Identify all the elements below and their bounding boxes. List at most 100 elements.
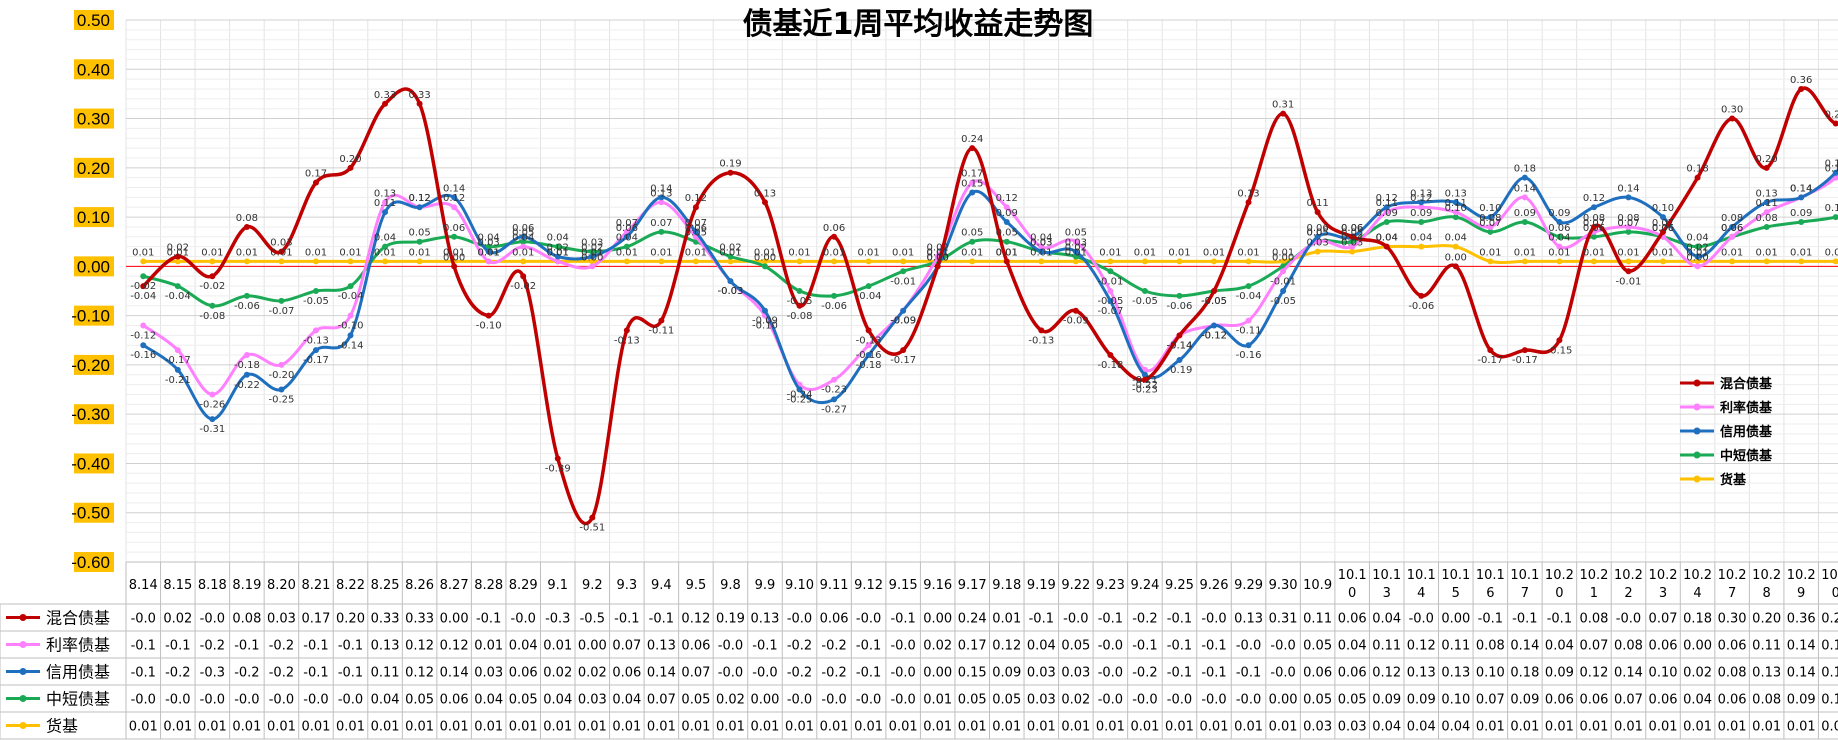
table-cell: 0.01 bbox=[751, 720, 780, 735]
category-label: 8.22 bbox=[336, 578, 365, 593]
table-cell: -0.0 bbox=[1167, 693, 1192, 708]
y-tick-label: -0.40 bbox=[71, 454, 110, 473]
category-label-line2: 2 bbox=[1624, 586, 1632, 601]
table-cell: 0.06 bbox=[1303, 666, 1332, 681]
data-point bbox=[1072, 307, 1079, 314]
data-point bbox=[278, 297, 285, 304]
category-label: 10.2 bbox=[1718, 568, 1747, 583]
table-cell: 0.01 bbox=[198, 720, 227, 735]
category-label: 9.25 bbox=[1165, 578, 1194, 593]
data-point bbox=[382, 199, 389, 206]
data-point bbox=[1832, 214, 1838, 221]
table-cell: 0.01 bbox=[474, 639, 503, 654]
table-cell: 0.13 bbox=[1441, 666, 1470, 681]
table-cell: 0.12 bbox=[405, 666, 434, 681]
table-cell: 0.10 bbox=[1649, 666, 1678, 681]
table-cell: 0.04 bbox=[1372, 720, 1401, 735]
category-label: 9.17 bbox=[958, 578, 987, 593]
table-cell: 0.08 bbox=[1614, 639, 1643, 654]
table-cell: 0.20 bbox=[336, 612, 365, 627]
data-point bbox=[1556, 219, 1563, 226]
table-cell: 0.04 bbox=[1027, 639, 1056, 654]
data-point bbox=[1349, 248, 1356, 255]
table-cell: 0.02 bbox=[1683, 666, 1712, 681]
data-point bbox=[1660, 258, 1667, 265]
data-label: 0.01 bbox=[581, 247, 603, 258]
legend-marker bbox=[1693, 403, 1701, 411]
data-label: 0.00 bbox=[1272, 252, 1294, 263]
data-label: -0.02 bbox=[130, 281, 156, 292]
table-cell: -0.0 bbox=[1236, 639, 1261, 654]
data-point bbox=[485, 258, 492, 265]
data-label: -0.03 bbox=[718, 286, 744, 297]
table-cell: -0.1 bbox=[856, 639, 881, 654]
data-label: 0.00 bbox=[927, 252, 949, 263]
data-label: -0.01 bbox=[1616, 276, 1642, 287]
data-label: 0.07 bbox=[1583, 218, 1605, 229]
data-point bbox=[243, 352, 250, 359]
data-label: 0.20 bbox=[1756, 154, 1778, 165]
y-tick-label: 0.10 bbox=[77, 208, 110, 227]
data-point bbox=[520, 243, 527, 250]
category-label: 8.20 bbox=[267, 578, 296, 593]
data-label: -0.10 bbox=[752, 321, 778, 332]
series-3 bbox=[140, 168, 1838, 423]
table-cell: 0.06 bbox=[1649, 693, 1678, 708]
data-label: -0.03 bbox=[718, 286, 744, 297]
table-cell: 0.03 bbox=[267, 612, 296, 627]
table-cell: 0.00 bbox=[440, 612, 469, 627]
data-point bbox=[1660, 214, 1667, 221]
data-point bbox=[1625, 258, 1632, 265]
data-point bbox=[416, 238, 423, 245]
table-cell: -0.1 bbox=[131, 639, 156, 654]
data-point bbox=[969, 179, 976, 186]
data-label: 0.01 bbox=[1030, 247, 1052, 258]
data-point bbox=[1038, 248, 1045, 255]
data-point bbox=[347, 332, 354, 339]
table-cell: 0.00 bbox=[1441, 612, 1470, 627]
table-cell: 0.01 bbox=[1579, 720, 1608, 735]
data-label: -0.14 bbox=[1167, 340, 1193, 351]
data-label: -0.17 bbox=[303, 355, 329, 366]
data-label: 0.01 bbox=[201, 247, 223, 258]
table-cell: 0.33 bbox=[371, 612, 400, 627]
data-label: 0.09 bbox=[1376, 208, 1398, 219]
table-cell: 0.00 bbox=[578, 639, 607, 654]
table-cell: 0.13 bbox=[1407, 666, 1436, 681]
data-label: 0.06 bbox=[1341, 223, 1363, 234]
y-tick-bg bbox=[74, 10, 114, 30]
data-point bbox=[692, 258, 699, 265]
data-point bbox=[900, 258, 907, 265]
data-label: 0.12 bbox=[408, 193, 430, 204]
table-cell: 0.01 bbox=[681, 720, 710, 735]
data-label: 0.12 bbox=[1583, 193, 1605, 204]
data-point bbox=[831, 233, 838, 240]
data-point bbox=[1625, 194, 1632, 201]
category-label: 8.21 bbox=[301, 578, 330, 593]
y-tick-label: -0.50 bbox=[71, 504, 110, 523]
data-label: 0.01 bbox=[443, 247, 465, 258]
table-cell: -0.2 bbox=[269, 666, 294, 681]
table-cell: -0.2 bbox=[1132, 612, 1157, 627]
table-cell: 0.06 bbox=[440, 693, 469, 708]
data-point bbox=[623, 243, 630, 250]
table-cell: 0.06 bbox=[1718, 639, 1747, 654]
data-point bbox=[1625, 223, 1632, 230]
data-label: -0.05 bbox=[1097, 296, 1123, 307]
row-series-name: 混合债基 bbox=[46, 609, 110, 628]
data-label: 0.01 bbox=[788, 247, 810, 258]
data-point bbox=[382, 258, 389, 265]
category-label-line2: 0 bbox=[1555, 586, 1563, 601]
data-point bbox=[1314, 233, 1321, 240]
data-label: 0.01 bbox=[719, 247, 741, 258]
data-point bbox=[589, 248, 596, 255]
table-cell: -0.0 bbox=[1098, 693, 1123, 708]
data-label: 0.01 bbox=[236, 247, 258, 258]
data-point bbox=[347, 258, 354, 265]
legend-marker bbox=[1693, 379, 1701, 387]
y-tick-label: 0.50 bbox=[77, 11, 110, 30]
table-cell: 0.07 bbox=[647, 693, 676, 708]
table-cell: 0.09 bbox=[992, 666, 1021, 681]
data-point bbox=[761, 258, 768, 265]
